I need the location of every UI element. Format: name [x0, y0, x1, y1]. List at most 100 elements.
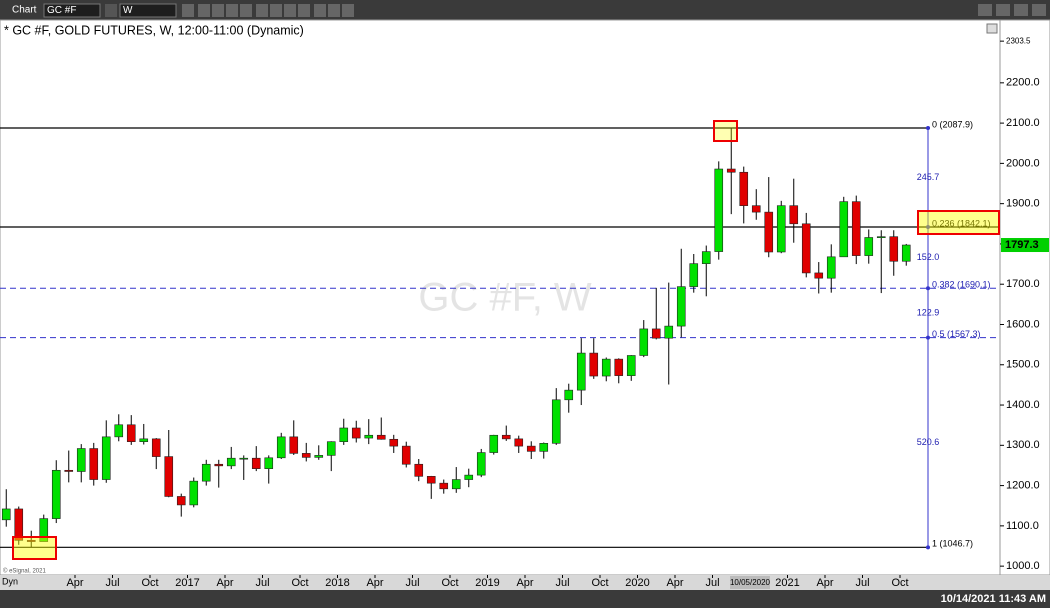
- x-tick-label: Oct: [291, 577, 308, 589]
- window-controls[interactable]: [978, 4, 1046, 16]
- interval-input[interactable]: [119, 3, 177, 18]
- candle-body: [864, 237, 874, 256]
- candle-body: [776, 205, 786, 253]
- status-bar: [0, 590, 1050, 608]
- x-tick-label: Apr: [816, 577, 833, 589]
- candle-body: [426, 476, 436, 484]
- candle-body: [289, 436, 299, 454]
- candle-body: [214, 463, 224, 467]
- candle-body: [551, 399, 561, 444]
- candle-body: [439, 482, 449, 490]
- fib-distance: 152.0: [917, 252, 940, 262]
- last-price-box: [1001, 238, 1049, 253]
- candle-body: [164, 456, 174, 497]
- candle-body: [539, 442, 549, 452]
- link-button[interactable]: [105, 4, 117, 17]
- highlight-box: [713, 120, 738, 142]
- fib-distance: 520.6: [917, 437, 940, 447]
- candle-body: [189, 480, 199, 506]
- y-tick-label: 1200.0: [1006, 479, 1040, 491]
- candle-body: [264, 457, 274, 469]
- candle-body: [601, 358, 611, 377]
- x-tick-label: 2018: [325, 577, 349, 589]
- candle-body: [351, 427, 361, 439]
- candle-body: [489, 434, 499, 453]
- candle-body: [576, 352, 586, 391]
- candle-body: [226, 457, 236, 467]
- candle-body: [789, 205, 799, 225]
- candle-body: [464, 474, 474, 480]
- candle-body: [114, 424, 124, 438]
- candle-body: [476, 452, 486, 476]
- time-axis: [0, 575, 1050, 590]
- candle-body: [14, 508, 24, 541]
- candle-body: [676, 286, 686, 327]
- symbol-input[interactable]: [43, 3, 101, 18]
- candle-body: [851, 201, 861, 256]
- candle-body: [389, 438, 399, 447]
- candle-body: [76, 448, 86, 472]
- x-tick-label: 2020: [625, 577, 649, 589]
- candle-body: [151, 438, 161, 457]
- highlight-box: [917, 210, 1000, 235]
- candle-body: [739, 171, 749, 206]
- fib-label: 0.236 (1842.1): [932, 218, 991, 228]
- candle-body: [276, 436, 286, 459]
- candle-body: [26, 540, 36, 542]
- candle-body: [764, 211, 774, 253]
- fib-distance: 122.9: [917, 307, 940, 317]
- candle-body: [626, 355, 636, 376]
- mode-label: Dyn: [2, 576, 18, 586]
- price-axis: [999, 19, 1050, 576]
- candle-body: [726, 168, 736, 173]
- candle-body: [64, 469, 74, 472]
- y-tick-label: 1100.0: [1006, 520, 1039, 532]
- candle-body: [614, 358, 624, 376]
- candle-body: [201, 463, 211, 482]
- candle-body: [401, 445, 411, 465]
- candle-body: [51, 469, 61, 519]
- x-tick-label: Oct: [141, 577, 158, 589]
- fib-label: 0.382 (1690.1): [932, 280, 991, 290]
- fib-anchor: [926, 125, 930, 130]
- candle-body: [526, 445, 536, 452]
- candle-body: [1, 508, 11, 521]
- x-tick-label: Jul: [405, 577, 419, 589]
- x-tick-label: Oct: [591, 577, 608, 589]
- watermark: GC #F, W: [418, 276, 592, 320]
- candle-body: [889, 236, 899, 262]
- candle-body: [801, 223, 811, 274]
- x-tick-label: Jul: [855, 577, 869, 589]
- candle-body: [126, 424, 136, 442]
- candle-body: [714, 168, 724, 252]
- candle-body: [364, 434, 374, 439]
- candle-body: [176, 496, 186, 506]
- y-tick-label: 2200.0: [1006, 77, 1040, 89]
- panel-button[interactable]: [986, 23, 998, 34]
- cursor-date: 10/05/2020: [730, 578, 771, 587]
- candle-body: [664, 325, 674, 339]
- x-tick-label: Apr: [666, 577, 683, 589]
- candle-body: [376, 434, 386, 440]
- x-tick-label: Apr: [366, 577, 383, 589]
- y-tick-label: 1600.0: [1006, 318, 1040, 330]
- x-tick-label: Apr: [66, 577, 83, 589]
- candle-body: [314, 455, 324, 458]
- candle-body: [826, 256, 836, 279]
- x-tick-label: Oct: [441, 577, 458, 589]
- tool-buttons[interactable]: [182, 4, 354, 17]
- y-tick-label: 2303.5: [1006, 36, 1031, 45]
- candle-body: [239, 457, 249, 460]
- y-tick-label: 1900.0: [1006, 198, 1040, 210]
- candle-body: [701, 251, 711, 264]
- x-tick-label: Jul: [705, 577, 719, 589]
- y-tick-label: 1700.0: [1006, 278, 1040, 290]
- marks: 1000.0 1100.0 1200.0 1300.0 1400.0 1500.0 1600…: [0, 36, 1049, 589]
- candle-body: [39, 518, 49, 542]
- x-tick-label: Jul: [555, 577, 569, 589]
- cursor-date-box: [730, 576, 770, 589]
- candle-body: [901, 244, 911, 262]
- x-tick-label: 2021: [775, 577, 799, 589]
- fib-distance: 245.7: [917, 172, 940, 182]
